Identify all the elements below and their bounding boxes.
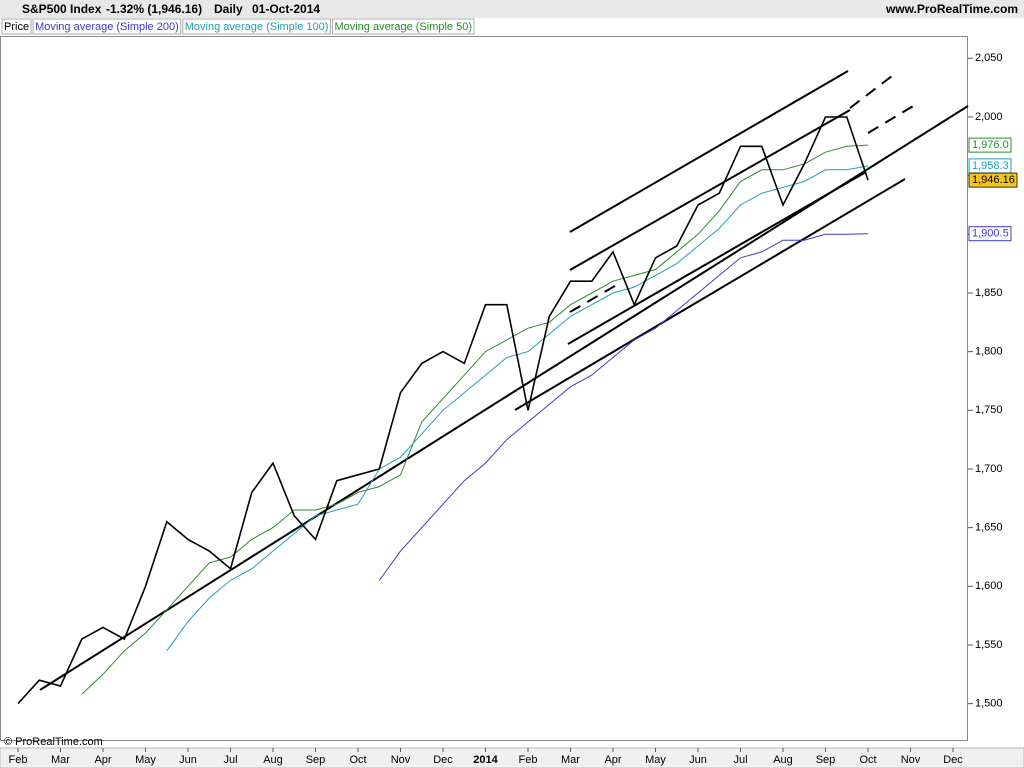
legend-box xyxy=(182,18,331,35)
value-tag-label: 1,976.0 xyxy=(972,139,1009,151)
y-tick-label: 1,500 xyxy=(975,698,1003,710)
x-tick-label: Aug xyxy=(773,754,793,766)
trend-line xyxy=(569,70,849,233)
x-tick-label: Sep xyxy=(816,754,836,766)
y-tick-label: 1,700 xyxy=(975,463,1003,475)
x-tick-label: Jun xyxy=(689,754,707,766)
legend: Price Moving average (Simple 200) Moving a… xyxy=(1,18,475,35)
value-tag-label: 1,946.16 xyxy=(972,174,1015,186)
trend-lines xyxy=(39,70,969,691)
value-tag xyxy=(968,226,1012,242)
series-line xyxy=(378,233,869,581)
trend-line xyxy=(867,104,916,134)
y-tick-label: 1,650 xyxy=(975,522,1003,534)
x-tick-label: Oct xyxy=(859,754,876,766)
x-tick-label: Nov xyxy=(391,754,411,766)
legend-box xyxy=(1,18,32,35)
x-tick-label: Mar xyxy=(51,754,70,766)
header-bar xyxy=(0,0,1024,18)
value-tag-label: 1,900.5 xyxy=(972,228,1009,240)
y-tick-label: 1,750 xyxy=(975,404,1003,416)
legend-box xyxy=(32,18,182,35)
x-tick-label: Mar xyxy=(561,754,580,766)
y-tick-label: 1,550 xyxy=(975,639,1003,651)
trend-line xyxy=(569,109,851,271)
value-tag xyxy=(968,137,1012,153)
x-tick-label: Aug xyxy=(263,754,283,766)
series-line xyxy=(81,144,869,695)
x-tick-label: Nov xyxy=(901,754,921,766)
y-tick-label: 1,850 xyxy=(975,287,1003,299)
x-tick-label: Feb xyxy=(519,754,538,766)
x-tick-label: May xyxy=(645,754,666,766)
y-tick-label: 1,800 xyxy=(975,346,1003,358)
y-axis-area xyxy=(968,36,1024,748)
x-tick-label: Oct xyxy=(349,754,366,766)
value-tag xyxy=(968,172,1018,188)
x-tick-label: Jul xyxy=(733,754,747,766)
trend-line xyxy=(567,171,867,345)
date: 01-Oct-2014 xyxy=(252,2,320,16)
value-tag-label: 1,958.3 xyxy=(972,160,1009,172)
series-line xyxy=(17,116,869,705)
legend-label: Moving average (Simple 50) xyxy=(334,21,472,33)
trend-line xyxy=(514,178,906,411)
x-tick-label: 2014 xyxy=(473,754,498,766)
x-tick-label: Apr xyxy=(94,754,111,766)
source: www.ProRealTime.com xyxy=(885,2,1018,16)
x-tick-label: Dec xyxy=(943,754,963,766)
legend-label: Price xyxy=(4,21,29,33)
y-tick-label: 2,000 xyxy=(975,111,1003,123)
plot-area xyxy=(0,36,968,741)
x-axis-area xyxy=(0,747,1024,768)
copyright: © ProRealTime.com xyxy=(4,736,103,748)
trend-line xyxy=(569,282,621,313)
legend-box xyxy=(331,18,475,35)
x-tick-label: Apr xyxy=(604,754,621,766)
change: -1.32% (1,946.16) xyxy=(106,2,202,16)
chart-title: S&P500 Index xyxy=(22,2,102,16)
legend-label: Moving average (Simple 100) xyxy=(185,21,329,33)
x-tick-label: Jul xyxy=(223,754,237,766)
x-tick-label: Feb xyxy=(9,754,28,766)
x-tick-label: Sep xyxy=(306,754,326,766)
period: Daily xyxy=(214,2,243,16)
x-tick-label: Jun xyxy=(179,754,197,766)
y-tick-label: 2,050 xyxy=(975,52,1003,64)
trend-line xyxy=(849,75,893,109)
x-tick-label: Dec xyxy=(433,754,453,766)
x-tick-label: May xyxy=(135,754,156,766)
y-tick-label: 1,600 xyxy=(975,580,1003,592)
legend-label: Moving average (Simple 200) xyxy=(35,21,179,33)
